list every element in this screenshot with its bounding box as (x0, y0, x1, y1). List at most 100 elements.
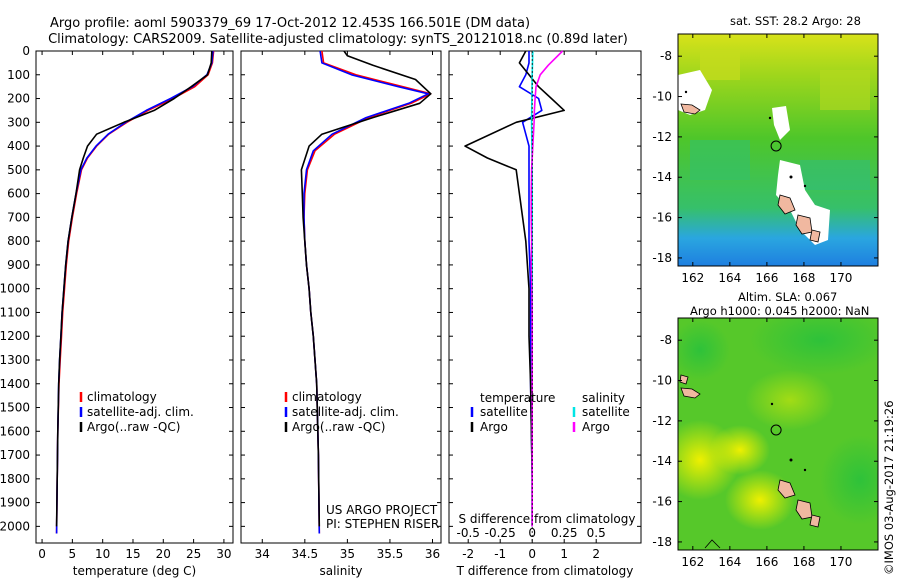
sst-map-axes: -8 -10 -12 -14 -16 -18 162 164 166 168 170 (652, 34, 878, 285)
y-tick-label: 1500 (0, 401, 30, 415)
series-line-temperature-satellite (518, 51, 543, 527)
x-axis-label: salinity (319, 564, 362, 578)
s-axis-label: S difference from climatology (459, 512, 636, 526)
legend-title-temperature: temperature (480, 391, 555, 405)
map-x-tick-label: 168 (792, 555, 815, 569)
legend-label: Argo (480, 420, 508, 434)
map-y-tick-label: -8 (660, 49, 672, 63)
argo-location-marker (770, 424, 782, 436)
y-tick-label: 200 (7, 92, 30, 106)
sla-map-title-1: Altim. SLA: 0.067 (738, 290, 837, 304)
map-y-tick-label: -10 (652, 90, 672, 104)
x-tick-label: 5 (69, 547, 77, 561)
argo-location-marker (770, 140, 782, 152)
series-line-satellite-adj-clim- (303, 50, 430, 534)
x-tick-label: 36 (425, 547, 440, 561)
map-x-tick-label: 164 (718, 555, 741, 569)
x-axis-label: temperature (deg C) (73, 564, 196, 578)
x-tick-label: -2 (462, 547, 474, 561)
legend-label: climatology (87, 390, 157, 404)
legend-title-salinity: salinity (582, 391, 625, 405)
map-x-tick-label: 164 (718, 271, 741, 285)
x-tick-label: 1 (560, 547, 568, 561)
x-tick-label: 0 (528, 547, 536, 561)
map-y-tick-label: -10 (652, 374, 672, 388)
island (680, 387, 701, 399)
sla-map (678, 318, 878, 550)
y-tick-label: 1300 (0, 353, 30, 367)
y-tick-label: 1900 (0, 496, 30, 510)
x-tick-label: 0 (38, 547, 46, 561)
x-tick-label: 10 (95, 547, 110, 561)
series-line-satellite-adj-clim- (55, 50, 214, 534)
map-y-tick-label: -14 (652, 170, 672, 184)
map-x-tick-label: 166 (755, 555, 778, 569)
y-tick-label: 300 (7, 115, 30, 129)
legend-label: Argo (582, 420, 610, 434)
series-line-salinity-argo (530, 50, 564, 527)
x-tick-label: 20 (156, 547, 171, 561)
x-tick-label: 15 (125, 547, 140, 561)
map-y-tick-label: -12 (652, 414, 672, 428)
s-tick-label: 0.25 (551, 526, 578, 540)
legend-label: climatology (292, 390, 362, 404)
y-tick-label: 1800 (0, 472, 30, 486)
sst-map-title: sat. SST: 28.2 Argo: 28 (730, 14, 861, 28)
x-tick-label: 30 (216, 547, 231, 561)
series-line-climatology (55, 50, 215, 534)
x-tick-label: 34.5 (291, 547, 318, 561)
map-y-tick-label: -16 (652, 495, 672, 509)
y-tick-label: 800 (7, 234, 30, 248)
timestamp: ©IMOS 03-Aug-2017 21:19:26 (882, 400, 896, 575)
legend-label: satellite (582, 405, 630, 419)
map-x-tick-label: 162 (681, 271, 704, 285)
map-y-tick-label: -18 (652, 251, 672, 265)
y-tick-label: 0 (22, 44, 30, 58)
x-axis-label: T difference from climatology (456, 564, 634, 578)
legend-label: Argo(..raw -QC) (87, 420, 180, 434)
map-y-tick-label: -8 (660, 333, 672, 347)
temperature-panel: 0100200300400500600700800900100011001200… (0, 44, 234, 578)
map-x-tick-label: 170 (830, 271, 853, 285)
s-tick-label: 0 (528, 526, 536, 540)
x-tick-label: 35 (340, 547, 355, 561)
s-tick-label: -0.5 (456, 526, 479, 540)
legend-label: satellite-adj. clim. (87, 405, 194, 419)
map-x-tick-label: 170 (830, 555, 853, 569)
sst-map (678, 34, 878, 266)
plot-frame (240, 50, 442, 544)
y-tick-label: 1100 (0, 305, 30, 319)
sla-map-title-2: Argo h1000: 0.045 h2000: NaN (690, 304, 869, 318)
salinity-panel: 34 34.5 35 35.5 36 salinity climatologysatelli… (240, 50, 442, 578)
map-x-tick-label: 168 (792, 271, 815, 285)
sla-map-frame (677, 317, 879, 551)
series-line-argo-raw-qc- (300, 50, 432, 527)
sla-map-axes: -8 -10 -12 -14 -16 -18 162 164 166 168 170 (652, 318, 878, 569)
map-y-tick-label: -12 (652, 130, 672, 144)
y-tick-label: 700 (7, 210, 30, 224)
s-tick-label: 0.5 (587, 526, 606, 540)
y-tick-label: 100 (7, 68, 30, 82)
x-tick-label: 2 (592, 547, 600, 561)
x-tick-label: 34 (255, 547, 270, 561)
difference-panel: -2 -1 0 1 2 T difference from climatology -0.5… (448, 50, 642, 578)
map-y-tick-label: -14 (652, 454, 672, 468)
y-tick-label: 400 (7, 139, 30, 153)
map-x-tick-label: 166 (755, 271, 778, 285)
map-x-tick-label: 162 (681, 555, 704, 569)
y-tick-label: 500 (7, 163, 30, 177)
legend-label: Argo(..raw -QC) (292, 420, 385, 434)
plot-frame (35, 50, 234, 544)
map-y-tick-label: -18 (652, 535, 672, 549)
sst-map-frame (677, 33, 879, 267)
y-tick-label: 1000 (0, 282, 30, 296)
y-tick-label: 2000 (0, 519, 30, 533)
series-line-climatology (303, 50, 432, 534)
x-tick-label: 35.5 (377, 547, 404, 561)
y-tick-label: 1600 (0, 424, 30, 438)
y-tick-label: 600 (7, 187, 30, 201)
y-tick-label: 1200 (0, 329, 30, 343)
credit-pi: PI: STEPHEN RISER (326, 517, 439, 531)
title-line-2: Climatology: CARS2009. Satellite-adjuste… (48, 32, 628, 47)
